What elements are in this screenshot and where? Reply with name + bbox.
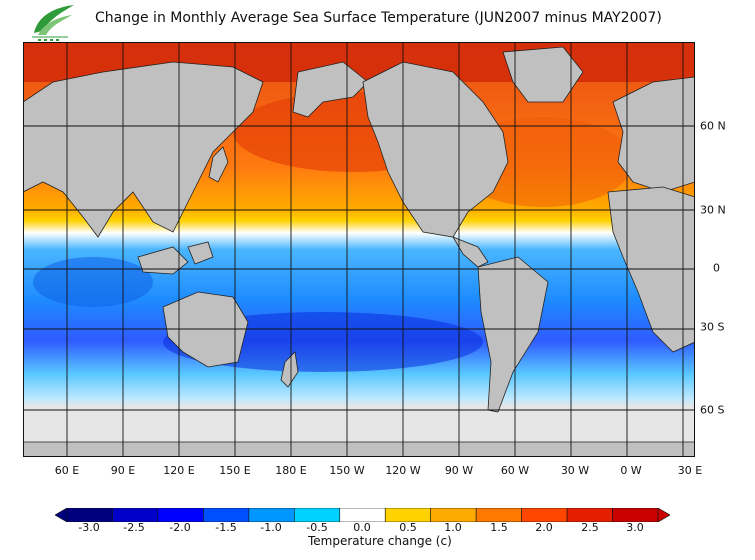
colorbar-tick: 1.5 — [490, 521, 508, 534]
colorbar-high-arrow — [657, 507, 671, 523]
colorbar-tick: -0.5 — [306, 521, 328, 534]
graticule — [23, 42, 695, 457]
colorbar-tick: 3.0 — [626, 521, 644, 534]
lon-label-120w: 120 W — [385, 464, 421, 477]
colorbar-tick: -3.0 — [78, 521, 100, 534]
colorbar-tick: -1.5 — [215, 521, 237, 534]
colorbar-cell — [612, 507, 659, 523]
colorbar-cell — [384, 507, 431, 523]
lon-label-30e: 30 E — [677, 464, 703, 477]
lat-label-30s: 30 S — [700, 320, 725, 334]
colorbar-cell — [475, 507, 522, 523]
colorbar-tick: -2.0 — [169, 521, 191, 534]
colorbar-cell — [430, 507, 477, 523]
lon-label-90w: 90 W — [444, 464, 474, 477]
colorbar-tick: 0.0 — [353, 521, 371, 534]
colorbar-label: Temperature change (c) — [308, 534, 452, 548]
colorbar-cell — [66, 507, 113, 523]
colorbar-cell — [112, 507, 159, 523]
lon-label-30w: 30 W — [560, 464, 590, 477]
colorbar-cell — [339, 507, 386, 523]
lon-label-60e: 60 E — [54, 464, 80, 477]
lon-label-60w: 60 W — [500, 464, 530, 477]
land-masses — [22, 46, 696, 458]
lat-label-0: 0 — [713, 261, 720, 275]
colorbar-cell — [566, 507, 613, 523]
colorbar — [54, 507, 671, 523]
map-frame — [23, 42, 695, 457]
colorbar-cells — [66, 507, 659, 523]
logo-icon — [28, 3, 76, 43]
lon-label-0w: 0 W — [620, 464, 642, 477]
colorbar-tick: 2.0 — [535, 521, 553, 534]
lat-label-30n: 30 N — [700, 203, 726, 217]
colorbar-cell — [248, 507, 295, 523]
colorbar-cell — [294, 507, 341, 523]
lat-label-60n: 60 N — [700, 119, 726, 133]
colorbar-low-arrow — [54, 507, 68, 523]
colorbar-tick: 1.0 — [444, 521, 462, 534]
indian-ocean-patch — [33, 257, 153, 307]
colorbar-tick: 0.5 — [399, 521, 417, 534]
lat-label-60s: 60 S — [700, 403, 725, 417]
lon-label-150e: 150 E — [219, 464, 251, 477]
lon-label-120e: 120 E — [163, 464, 195, 477]
lon-label-150w: 150 W — [329, 464, 365, 477]
lon-label-180e: 180 E — [275, 464, 307, 477]
colorbar-tick: 2.5 — [581, 521, 599, 534]
colorbar-cell — [521, 507, 568, 523]
colorbar-tick: -1.0 — [260, 521, 282, 534]
sst-change-map — [22, 42, 696, 458]
colorbar-cell — [203, 507, 250, 523]
lon-label-90e: 90 E — [110, 464, 136, 477]
colorbar-tick: -2.5 — [123, 521, 145, 534]
colorbar-cell — [157, 507, 204, 523]
page-title: Change in Monthly Average Sea Surface Te… — [95, 10, 662, 26]
